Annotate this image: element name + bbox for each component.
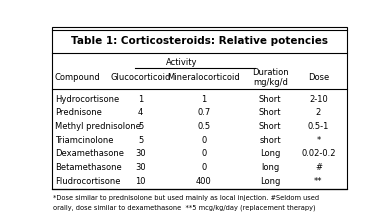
Text: 1: 1 xyxy=(138,95,143,104)
Text: Betamethasone: Betamethasone xyxy=(54,163,121,172)
Text: Hydrocortisone: Hydrocortisone xyxy=(54,95,119,104)
Text: Methyl prednisolone: Methyl prednisolone xyxy=(54,122,140,131)
Text: *: * xyxy=(316,135,321,144)
Text: 2: 2 xyxy=(316,108,321,117)
Text: Long: Long xyxy=(260,177,280,186)
Text: 400: 400 xyxy=(196,177,212,186)
Text: 0.02-0.2: 0.02-0.2 xyxy=(301,149,336,158)
Text: Long: Long xyxy=(260,149,280,158)
Text: 5: 5 xyxy=(138,122,143,131)
Text: 0.7: 0.7 xyxy=(197,108,210,117)
Text: 0: 0 xyxy=(201,149,207,158)
Text: Mineralocorticoid: Mineralocorticoid xyxy=(168,73,240,82)
Text: Short: Short xyxy=(259,108,282,117)
Text: long: long xyxy=(261,163,279,172)
Text: 2-10: 2-10 xyxy=(309,95,328,104)
Text: #: # xyxy=(315,163,322,172)
Text: 10: 10 xyxy=(135,177,146,186)
Text: Prednisone: Prednisone xyxy=(54,108,102,117)
Text: Short: Short xyxy=(259,122,282,131)
Text: Fludrocortisone: Fludrocortisone xyxy=(54,177,120,186)
Text: Glucocorticoid: Glucocorticoid xyxy=(110,73,171,82)
Text: Triamcinolone: Triamcinolone xyxy=(54,135,113,144)
Text: 30: 30 xyxy=(135,163,146,172)
Text: **: ** xyxy=(314,177,323,186)
Text: orally, dose similar to dexamethasone  **5 mcg/kg/day (replacement therapy): orally, dose similar to dexamethasone **… xyxy=(53,205,316,211)
Text: Table 1: Corticosteroids: Relative potencies: Table 1: Corticosteroids: Relative poten… xyxy=(71,36,328,46)
Text: 4: 4 xyxy=(138,108,143,117)
Text: 1: 1 xyxy=(201,95,207,104)
Text: 0: 0 xyxy=(201,135,207,144)
Text: Dexamethasone: Dexamethasone xyxy=(54,149,124,158)
Text: Duration
mg/kg/d: Duration mg/kg/d xyxy=(252,68,289,87)
Text: 0.5: 0.5 xyxy=(197,122,210,131)
Text: Compound: Compound xyxy=(54,73,100,82)
Text: *Dose similar to prednisolone but used mainly as local injection. #Seldom used: *Dose similar to prednisolone but used m… xyxy=(53,195,319,201)
Text: 0.5-1: 0.5-1 xyxy=(308,122,329,131)
Text: 30: 30 xyxy=(135,149,146,158)
Text: 5: 5 xyxy=(138,135,143,144)
Text: 0: 0 xyxy=(201,163,207,172)
Text: Dose: Dose xyxy=(308,73,329,82)
Text: Activity: Activity xyxy=(166,58,197,67)
Text: short: short xyxy=(259,135,281,144)
Text: Short: Short xyxy=(259,95,282,104)
